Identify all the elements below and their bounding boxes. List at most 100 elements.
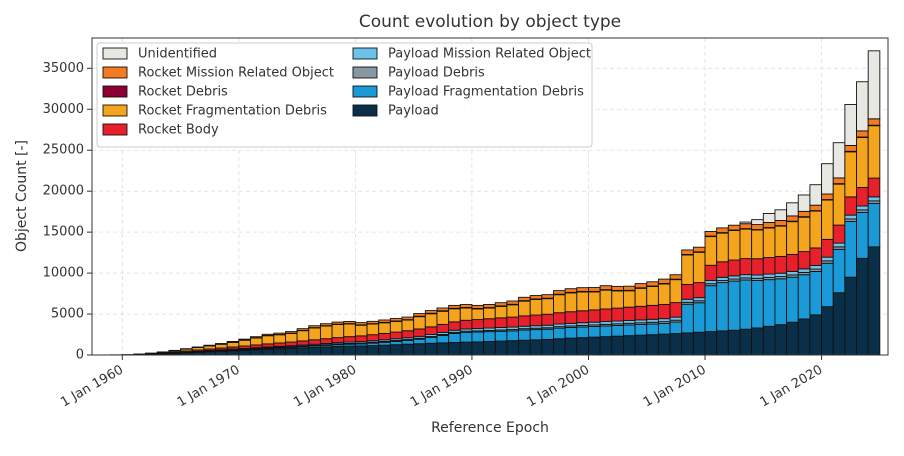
bar-segment [495,306,507,317]
bar-segment [274,335,286,343]
y-tick-label: 15000 [43,225,84,240]
bar-segment [332,324,344,337]
bar-segment [740,275,752,278]
bar-segment [775,226,787,256]
bar-segment [554,313,566,324]
legend-swatch [103,86,127,97]
bar-segment [274,343,286,346]
bar-segment [740,224,752,229]
bar-segment [845,197,857,215]
bar-segment [449,333,461,342]
bar-segment [740,229,752,258]
bar-segment [740,329,752,355]
legend-swatch [103,105,127,116]
bar-segment [670,280,682,303]
bar-segment [320,326,332,339]
bar-segment [647,324,659,335]
bar-segment [857,258,869,355]
bar-segment [658,304,670,318]
bar-segment [647,282,659,286]
bar-segment [833,293,845,355]
bar-segment [868,203,880,246]
legend-label: Payload Debris [388,66,485,81]
bar-segment [868,178,880,197]
bar-segment [367,321,379,323]
bar-segment [542,339,554,355]
bar-segment [402,320,414,331]
y-tick-label: 25000 [43,143,84,158]
bar-segment [414,314,426,317]
bar-segment [437,336,449,343]
bar-segment [460,305,472,308]
bar-segment [472,309,484,320]
bar-segment [658,284,670,304]
bar-segment [437,324,449,332]
legend-swatch [353,86,377,97]
bar-segment [705,332,717,355]
bar-segment [390,332,402,339]
bar-segment [612,308,624,321]
bar-segment [623,291,635,307]
bar-segment [262,349,274,355]
bar-segment [670,322,682,333]
bar-segment [658,334,670,355]
bar-segment [600,286,612,290]
bar-segment [554,328,566,339]
bar-segment [868,247,880,355]
legend-label: Rocket Body [138,123,219,138]
bar-segment [740,280,752,329]
bar-segment [728,281,740,330]
bar-segment [635,288,647,306]
bar-segment [705,237,717,266]
bar-segment [810,265,822,269]
bar-segment [565,338,577,355]
y-axis-label: Object Count [-] [14,140,30,252]
bar-segment [227,341,239,342]
bar-segment [565,327,577,338]
legend-label: Payload [388,104,439,119]
bar-segment [577,288,589,292]
bar-segment [822,164,834,194]
bar-segment [810,248,822,266]
bar-segment [251,338,263,345]
bar-segment [460,308,472,320]
bar-segment [752,275,764,278]
bar-segment [320,339,332,344]
legend-label: Payload Fragmentation Debris [388,85,584,100]
bar-segment [519,297,531,300]
bar-segment [647,287,659,306]
bar-segment [297,341,309,345]
bar-segment [390,345,402,355]
bar-segment [542,299,554,315]
bar-segment [437,308,449,311]
bar-segment [472,342,484,355]
bar-segment [565,293,577,312]
bar-segment [693,247,705,252]
bar-segment [833,184,845,225]
bar-segment [495,331,507,341]
bar-segment [775,220,787,225]
bar-segment [740,222,752,224]
legend-swatch [103,124,127,135]
bar-segment [390,319,402,321]
bar-segment [833,243,845,247]
bar-segment [216,344,228,345]
bar-segment [297,331,309,341]
bar-segment [868,51,880,119]
bar-segment [379,323,391,334]
bar-segment [798,195,810,211]
bar-segment [507,317,519,327]
bar-segment [752,230,764,259]
legend-swatch [353,105,377,116]
bar-segment [752,328,764,355]
bar-segment [402,344,414,355]
bar-segment [449,322,461,330]
bar-segment [728,260,740,276]
bar-segment [285,342,297,346]
bar-segment [414,329,426,336]
bar-segment [227,342,239,347]
bar-segment [530,330,542,340]
bar-segment [484,308,496,319]
bar-segment [239,339,251,340]
